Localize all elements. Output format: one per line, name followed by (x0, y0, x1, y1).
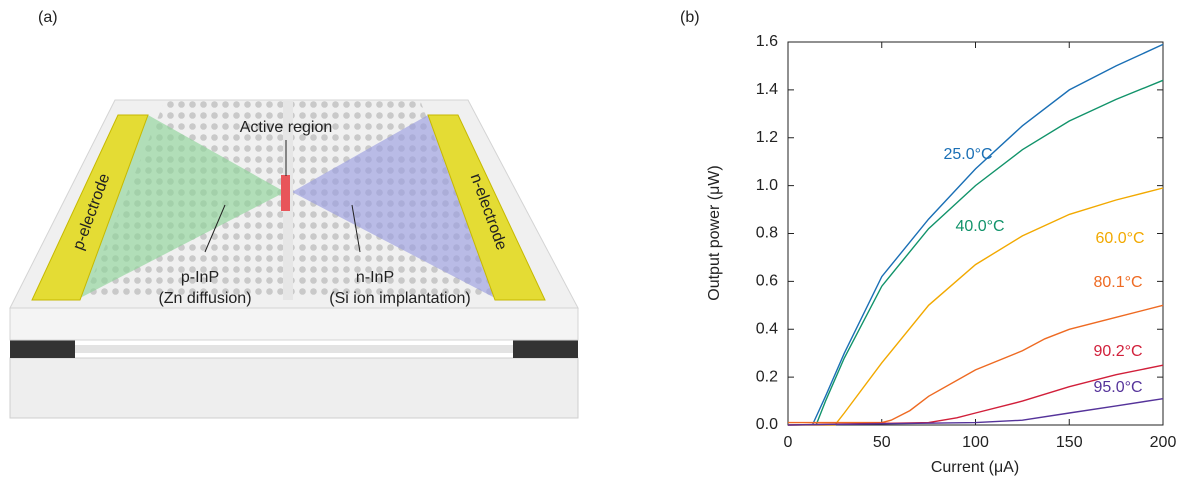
x-tick-label: 200 (1150, 434, 1177, 451)
y-tick-label: 1.2 (756, 129, 778, 146)
y-tick-label: 0.6 (756, 273, 778, 290)
x-axis-label: Current (μA) (931, 459, 1019, 476)
diagram-label: n-InP (356, 269, 394, 286)
chart: (b) Current (μA) Output power (μW) 0.0 0.… (680, 9, 1176, 476)
x-tick-label: 0 (784, 434, 793, 451)
series-line (811, 43, 1164, 426)
x-tick-label: 100 (962, 434, 989, 451)
series-label: 60.0°C (1095, 230, 1144, 247)
diagram-label: Active region (240, 119, 333, 136)
y-tick-label: 0.0 (756, 416, 778, 433)
series-label: 95.0°C (1093, 379, 1142, 396)
x-tick-label: 50 (873, 434, 891, 451)
y-tick-label: 1.4 (756, 81, 778, 98)
x-tick-label: 150 (1056, 434, 1083, 451)
panel-label: (b) (680, 9, 700, 26)
series-label: 40.0°C (955, 218, 1004, 235)
y-tick-label: 0.2 (756, 368, 778, 385)
series-line (788, 187, 1164, 426)
diagram-label: (Si ion implantation) (329, 290, 470, 307)
series-label: 25.0°C (943, 146, 992, 163)
series-line (787, 364, 1164, 426)
series-line (787, 398, 1164, 426)
series-label: 90.2°C (1093, 343, 1142, 360)
device-diagram: (a) Active region p-electrode n-electrod… (9, 9, 579, 419)
series-line (815, 79, 1164, 426)
y-tick-label: 0.8 (756, 225, 778, 242)
panel-label: (a) (38, 9, 58, 26)
diagram-label: (Zn diffusion) (158, 290, 251, 307)
series-line (788, 304, 1164, 424)
y-tick-label: 0.4 (756, 320, 778, 337)
series-label: 80.1°C (1093, 274, 1142, 291)
diagram-label: p-InP (181, 269, 219, 286)
y-tick-label: 1.6 (756, 33, 778, 50)
y-tick-label: 1.0 (756, 177, 778, 194)
y-axis-label: Output power (μW) (706, 165, 723, 300)
